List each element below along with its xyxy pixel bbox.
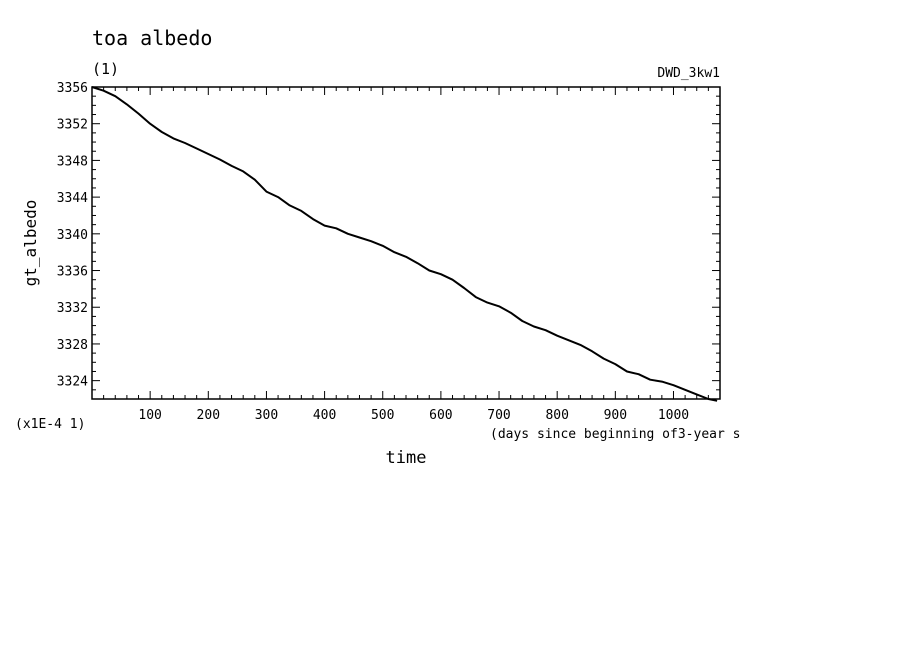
series-layer [91, 86, 718, 402]
dataset-label: DWD_3kw1 [657, 66, 720, 81]
series-line [91, 86, 718, 402]
chart-subtitle: (1) [92, 60, 119, 78]
y-tick-label: 3344 [57, 191, 88, 206]
plot-frame [91, 86, 721, 400]
x-tick-label: 1000 [658, 408, 689, 423]
x-tick-label: 700 [487, 408, 510, 423]
y-tick-label: 3328 [57, 338, 88, 353]
y-tick-label: 3336 [57, 265, 88, 280]
x-tick-label: 300 [255, 408, 278, 423]
y-axis-label: gt_albedo [21, 200, 40, 287]
y-tick-label: 3324 [57, 375, 88, 390]
y-tick-label: 3352 [57, 118, 88, 133]
x-tick-label: 600 [429, 408, 452, 423]
x-tick-label: 200 [197, 408, 220, 423]
y-tick-label: 3348 [57, 154, 88, 169]
x-tick-label: 900 [604, 408, 627, 423]
y-axis-ticks: 3324 3328 3332 3336 3340 3344 3348 3352 3356 [57, 81, 720, 400]
y-tick-label: 3332 [57, 301, 88, 316]
x-units-note: (days since beginning of3-year s [490, 427, 740, 442]
x-tick-label: 100 [138, 408, 161, 423]
x-tick-label: 400 [313, 408, 336, 423]
x-axis-label: time [386, 448, 427, 468]
y-scale-note: (x1E-4 1) [15, 417, 85, 432]
x-axis-ticks: 100 200 300 400 500 600 700 800 900 1000 [103, 87, 709, 423]
y-tick-label: 3340 [57, 228, 88, 243]
x-tick-label: 800 [545, 408, 568, 423]
y-tick-label: 3356 [57, 81, 88, 96]
x-tick-label: 500 [371, 408, 394, 423]
chart-title: toa albedo [92, 26, 212, 50]
